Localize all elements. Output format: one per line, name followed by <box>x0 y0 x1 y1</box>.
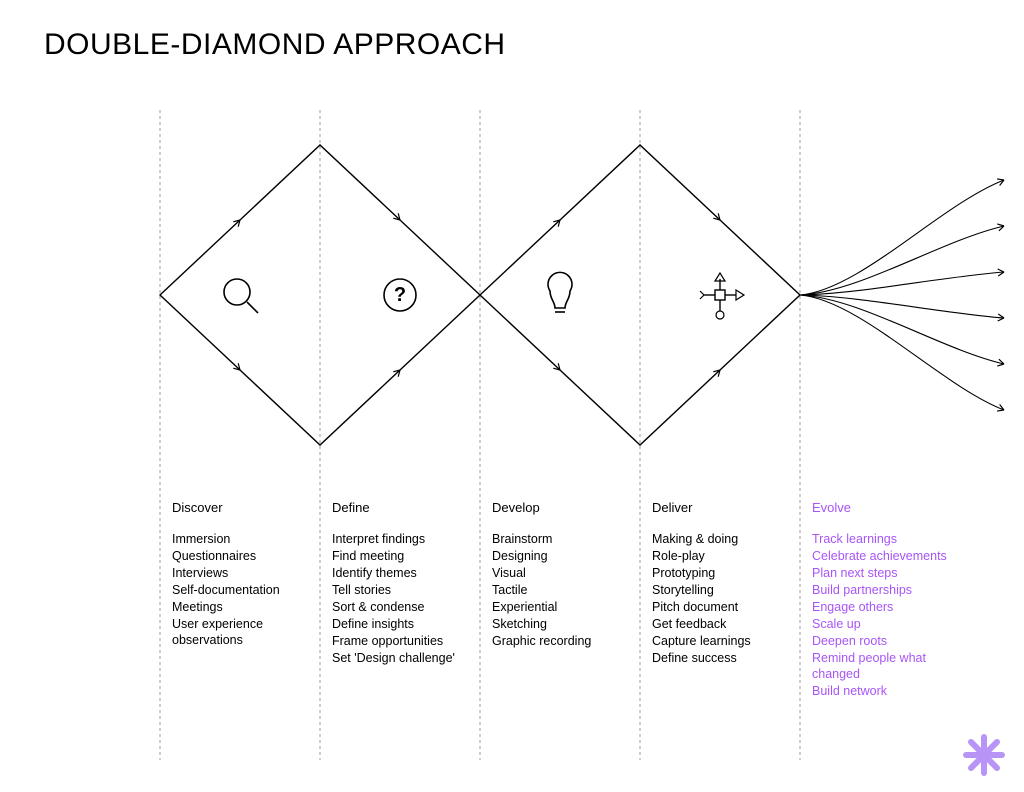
network-icon <box>700 273 744 319</box>
phase-title-discover: Discover <box>172 500 310 515</box>
list-item: User experience observations <box>172 616 310 648</box>
list-item: Interviews <box>172 565 310 581</box>
list-item: Frame opportunities <box>332 633 470 649</box>
list-item: Engage others <box>812 599 950 615</box>
list-item: Identify themes <box>332 565 470 581</box>
list-item: Scale up <box>812 616 950 632</box>
list-item: Set 'Design challenge' <box>332 650 470 666</box>
list-item: Visual <box>492 565 630 581</box>
list-item: Plan next steps <box>812 565 950 581</box>
phase-title-develop: Develop <box>492 500 630 515</box>
list-item: Get feedback <box>652 616 790 632</box>
list-item: Celebrate achievements <box>812 548 950 564</box>
page-title: DOUBLE-DIAMOND APPROACH <box>44 28 506 62</box>
phase-discover: Discover ImmersionQuestionnairesInterview… <box>160 500 320 700</box>
list-item: Track learnings <box>812 531 950 547</box>
phase-title-define: Define <box>332 500 470 515</box>
list-item: Sort & condense <box>332 599 470 615</box>
list-item: Storytelling <box>652 582 790 598</box>
list-item: Prototyping <box>652 565 790 581</box>
list-item: Graphic recording <box>492 633 630 649</box>
lightbulb-icon <box>548 272 572 312</box>
phase-title-evolve: Evolve <box>812 500 950 515</box>
list-item: Tactile <box>492 582 630 598</box>
list-item: Role-play <box>652 548 790 564</box>
phase-evolve: Evolve Track learningsCelebrate achieveme… <box>800 500 960 700</box>
list-item: Build partnerships <box>812 582 950 598</box>
list-item: Pitch document <box>652 599 790 615</box>
phase-list-discover: ImmersionQuestionnairesInterviewsSelf-do… <box>172 531 310 648</box>
phase-title-deliver: Deliver <box>652 500 790 515</box>
list-item: Questionnaires <box>172 548 310 564</box>
list-item: Sketching <box>492 616 630 632</box>
phase-deliver: Deliver Making & doingRole-playPrototypin… <box>640 500 800 700</box>
list-item: Capture learnings <box>652 633 790 649</box>
list-item: Define insights <box>332 616 470 632</box>
phase-list-develop: BrainstormDesigningVisualTactileExperien… <box>492 531 630 649</box>
question-icon: ? <box>384 279 416 311</box>
asterisk-decoration <box>962 733 1006 782</box>
list-item: Experiential <box>492 599 630 615</box>
diagram-container: ? Discover ImmersionQuestionnairesIntervi… <box>44 100 984 760</box>
phase-define: Define Interpret findingsFind meetingIden… <box>320 500 480 700</box>
list-item: Remind people what changed <box>812 650 950 682</box>
list-item: Build network <box>812 683 950 699</box>
list-item: Define success <box>652 650 790 666</box>
list-item: Self-documentation <box>172 582 310 598</box>
list-item: Find meeting <box>332 548 470 564</box>
list-item: Brainstorm <box>492 531 630 547</box>
magnifier-icon <box>224 279 258 313</box>
phase-list-define: Interpret findingsFind meetingIdentify t… <box>332 531 470 666</box>
list-item: Meetings <box>172 599 310 615</box>
phase-list-evolve: Track learningsCelebrate achievementsPla… <box>812 531 950 699</box>
list-item: Tell stories <box>332 582 470 598</box>
list-item: Deepen roots <box>812 633 950 649</box>
list-item: Immersion <box>172 531 310 547</box>
list-item: Designing <box>492 548 630 564</box>
svg-text:?: ? <box>394 284 406 306</box>
phase-develop: Develop BrainstormDesigningVisualTactileE… <box>480 500 640 700</box>
phase-columns: Discover ImmersionQuestionnairesInterview… <box>44 500 984 700</box>
list-item: Interpret findings <box>332 531 470 547</box>
phase-list-deliver: Making & doingRole-playPrototypingStoryt… <box>652 531 790 666</box>
list-item: Making & doing <box>652 531 790 547</box>
